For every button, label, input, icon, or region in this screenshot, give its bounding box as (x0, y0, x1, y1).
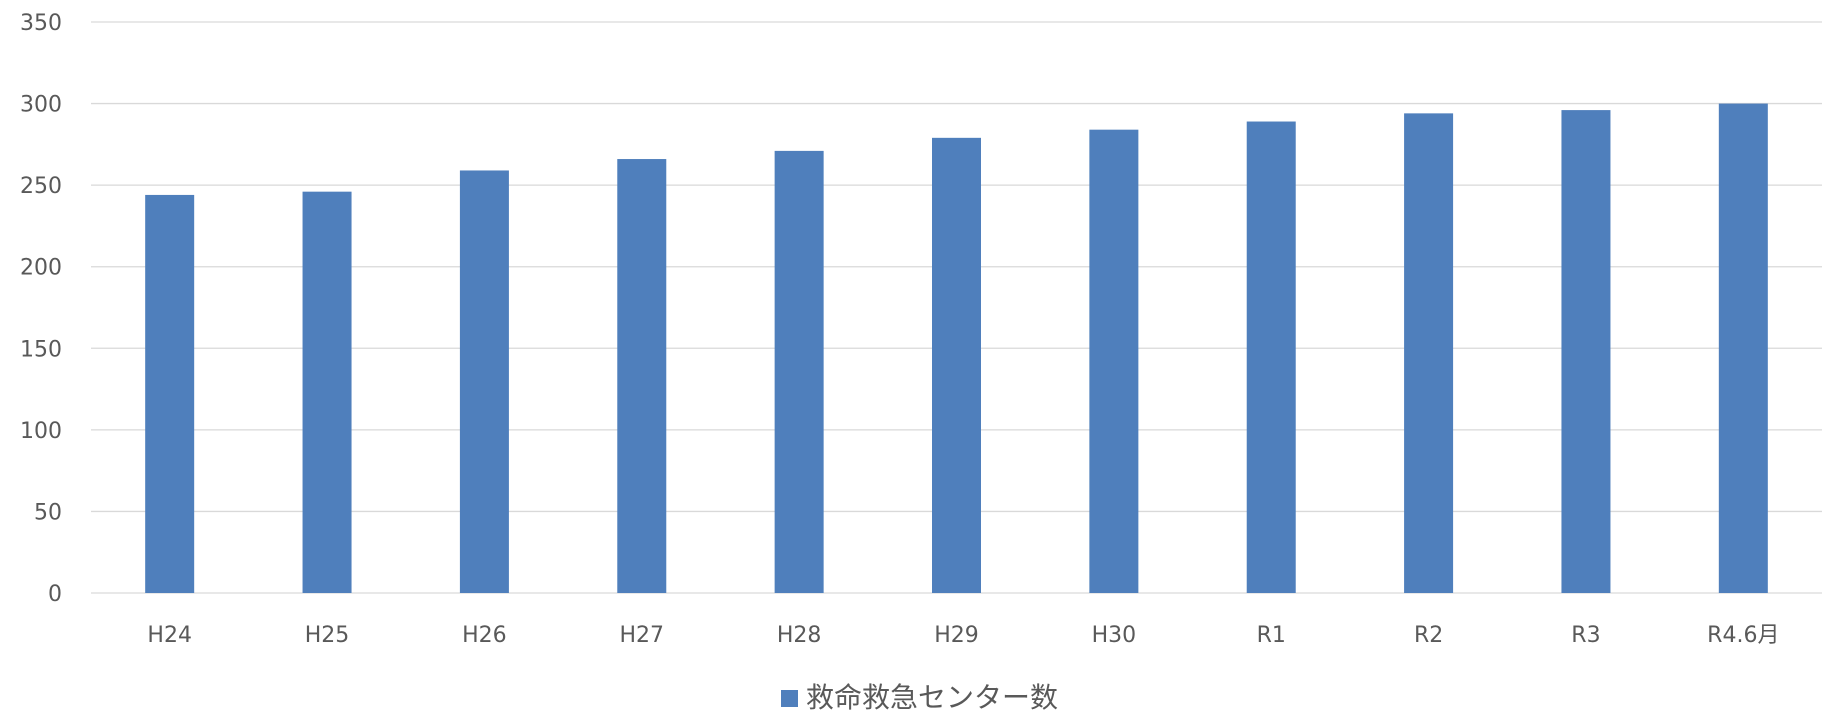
y-tick-label: 350 (20, 11, 62, 36)
bar (459, 170, 509, 593)
legend-swatch (781, 690, 798, 707)
bar (617, 159, 667, 594)
x-tick-label: R1 (1257, 623, 1286, 648)
x-tick-label: H25 (305, 623, 350, 648)
y-tick-label: 100 (20, 419, 62, 444)
x-tick-label: H26 (462, 623, 507, 648)
x-tick-label: H24 (147, 623, 192, 648)
bar (302, 191, 352, 593)
bar (774, 150, 824, 593)
y-tick-label: 300 (20, 93, 62, 118)
legend-label: 救命救急センター数 (806, 681, 1058, 714)
bar (1718, 103, 1768, 594)
y-axis-ticks: 0 50 100 150 200 250 300 350 (20, 11, 62, 607)
x-tick-label: R2 (1414, 623, 1443, 648)
y-tick-label: 0 (48, 582, 62, 607)
y-tick-label: 150 (20, 337, 62, 362)
y-tick-label: 50 (34, 500, 62, 525)
x-axis-ticks: H24 H25 H26 H27 H28 H29 H30 R1 R2 R3 R4.6月 (147, 623, 1779, 648)
y-tick-label: 250 (20, 174, 62, 199)
x-tick-label: H29 (934, 623, 979, 648)
x-tick-label: R4.6月 (1707, 623, 1779, 648)
y-tick-label: 200 (20, 256, 62, 281)
x-tick-label: R3 (1571, 623, 1600, 648)
x-tick-label: H30 (1092, 623, 1137, 648)
bar (1561, 110, 1611, 594)
bar (1089, 129, 1139, 593)
bars (145, 103, 1768, 594)
x-tick-label: H28 (777, 623, 822, 648)
bar (932, 137, 981, 593)
legend: 救命救急センター数 (781, 681, 1058, 714)
bar (145, 194, 195, 593)
bar (1404, 113, 1454, 594)
x-tick-label: H27 (619, 623, 664, 648)
bar (1246, 121, 1296, 593)
